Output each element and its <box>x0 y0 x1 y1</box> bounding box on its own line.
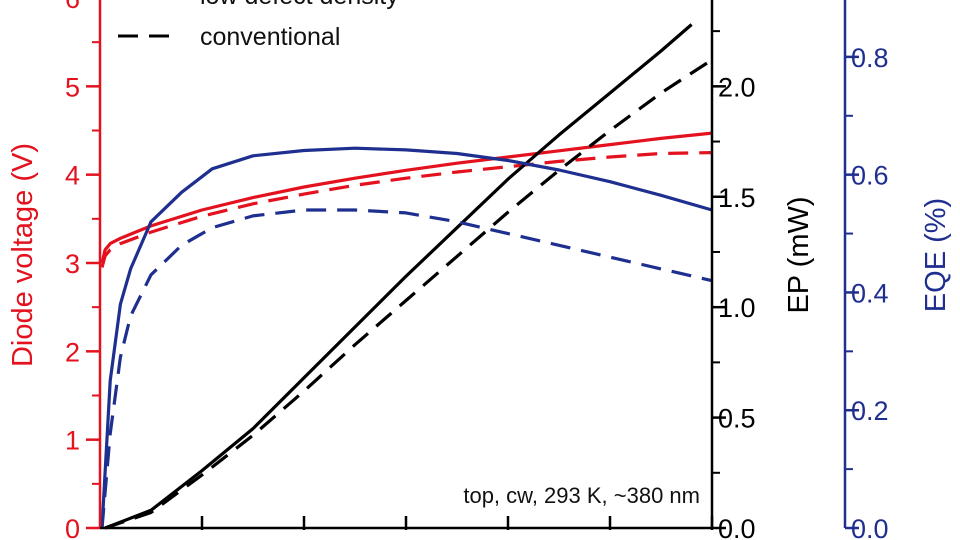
eqe-tick-label: 0.4 <box>851 278 889 308</box>
series-line-eqe-dashed <box>100 208 712 529</box>
power-axis-title: EP (mW) <box>783 196 815 313</box>
power-tick-label: 1.5 <box>718 183 756 213</box>
voltage-tick-label: 6 <box>65 0 80 14</box>
eqe-axis-title: EQE (%) <box>920 198 952 312</box>
voltage-tick-label: 0 <box>65 514 80 540</box>
voltage-tick-label: 1 <box>65 426 80 456</box>
eqe-tick-label: 0.2 <box>851 396 889 426</box>
voltage-tick-label: 5 <box>65 72 80 102</box>
legend-label-low-defect: low defect density <box>200 0 399 10</box>
series-line-voltage-solid <box>100 131 712 264</box>
series-line-eqe-solid <box>100 146 712 529</box>
legend: low defect density conventional <box>118 0 399 51</box>
power-tick-label: 2.0 <box>718 72 756 102</box>
eqe-tick-label: 0.6 <box>851 161 889 191</box>
series-line-power-dashed <box>104 58 712 530</box>
legend-label-conventional: conventional <box>200 23 340 51</box>
voltage-tick-label: 4 <box>65 161 80 191</box>
eqe-tick-label: 0.0 <box>851 514 889 540</box>
voltage-axis-title: Diode voltage (V) <box>7 143 39 367</box>
series-line-voltage-dashed <box>100 151 712 268</box>
power-tick-label: 0.5 <box>718 404 756 434</box>
voltage-tick-label: 3 <box>65 249 80 279</box>
voltage-tick-label: 2 <box>65 337 80 367</box>
eqe-tick-label: 0.8 <box>851 43 889 73</box>
power-tick-label: 0.0 <box>718 514 756 540</box>
axes-layer: 0 1 2 3 4 5 6 Diode voltage (V) 0.0 0.5 1.0 1.5 2.0 E… <box>7 0 952 540</box>
power-tick-label: 1.0 <box>718 293 756 323</box>
measurement-conditions-annotation: top, cw, 293 K, ~380 nm <box>463 483 700 508</box>
plot-area <box>100 23 712 530</box>
series-line-power-solid <box>104 23 693 530</box>
